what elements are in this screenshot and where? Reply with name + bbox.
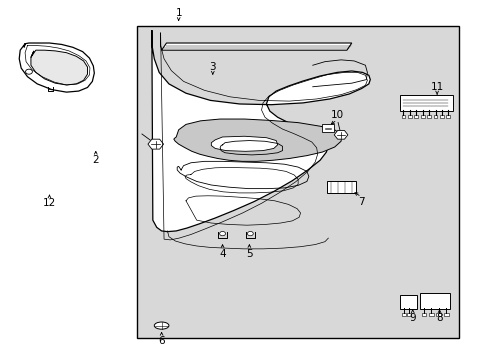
Polygon shape — [31, 50, 87, 85]
FancyBboxPatch shape — [399, 95, 452, 111]
Bar — [427, 116, 430, 118]
Polygon shape — [152, 30, 369, 231]
FancyBboxPatch shape — [419, 293, 449, 309]
Text: 12: 12 — [43, 198, 56, 208]
Text: 8: 8 — [435, 313, 442, 323]
Text: 2: 2 — [92, 155, 99, 165]
Bar — [433, 116, 437, 118]
Bar — [443, 313, 448, 316]
Polygon shape — [333, 130, 347, 139]
Bar — [402, 313, 406, 316]
Text: 3: 3 — [209, 62, 216, 72]
Bar — [446, 116, 449, 118]
Ellipse shape — [154, 322, 168, 329]
Polygon shape — [211, 136, 277, 151]
FancyBboxPatch shape — [321, 124, 333, 132]
Text: 5: 5 — [245, 248, 252, 258]
Bar — [137, 26, 458, 338]
Bar — [401, 116, 405, 118]
Bar — [436, 313, 441, 316]
Text: 1: 1 — [175, 8, 182, 18]
Text: 10: 10 — [330, 111, 343, 121]
Bar — [407, 313, 410, 316]
Bar — [420, 116, 424, 118]
Circle shape — [25, 69, 32, 74]
Bar — [428, 313, 433, 316]
Circle shape — [219, 231, 225, 236]
Polygon shape — [148, 139, 163, 149]
FancyBboxPatch shape — [399, 295, 416, 309]
Text: 4: 4 — [219, 248, 225, 258]
Text: 9: 9 — [408, 313, 415, 323]
Circle shape — [247, 231, 253, 236]
Bar — [413, 116, 417, 118]
Text: 11: 11 — [429, 82, 443, 92]
Polygon shape — [173, 119, 341, 161]
Text: 6: 6 — [158, 336, 164, 346]
Polygon shape — [161, 43, 351, 50]
Bar — [421, 313, 426, 316]
Polygon shape — [19, 43, 94, 92]
Bar — [407, 116, 411, 118]
Bar — [439, 116, 443, 118]
Text: 7: 7 — [358, 197, 364, 207]
FancyBboxPatch shape — [327, 181, 355, 193]
